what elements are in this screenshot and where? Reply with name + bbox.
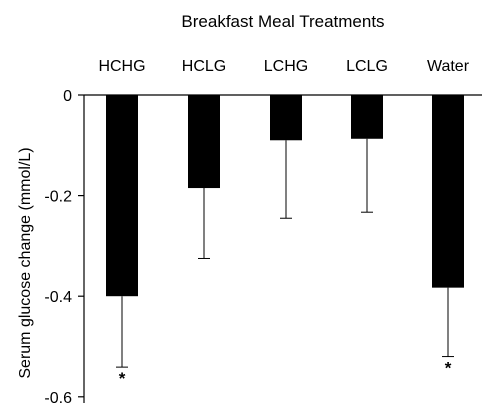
y-tick-label: -0.6 [44,390,72,403]
category-label-lchg: LCHG [264,58,308,75]
chart-title: Breakfast Meal Treatments [181,12,384,31]
category-label-water: Water [427,58,470,75]
y-axis-label: Serum glucose change (mmol/L) [17,147,34,378]
y-ticks: 0 -0.2 -0.4 -0.6 [44,88,84,403]
bar-water [432,95,464,288]
category-label-hclg: HCLG [182,58,226,75]
category-label-hchg: HCHG [98,58,145,75]
bar-hclg [188,95,220,189]
category-labels: HCHG HCLG LCHG LCLG Water [98,58,469,75]
category-label-lclg: LCLG [346,58,388,75]
y-tick-label: 0 [63,88,72,105]
y-tick-label: -0.2 [44,189,72,206]
bar-lchg [270,95,302,141]
significance-marker: * [119,369,126,388]
bars-group: ** [106,95,464,388]
bar-hchg [106,95,138,297]
bar-lclg [351,95,383,139]
y-tick-label: -0.4 [44,289,72,306]
significance-marker: * [445,359,452,378]
